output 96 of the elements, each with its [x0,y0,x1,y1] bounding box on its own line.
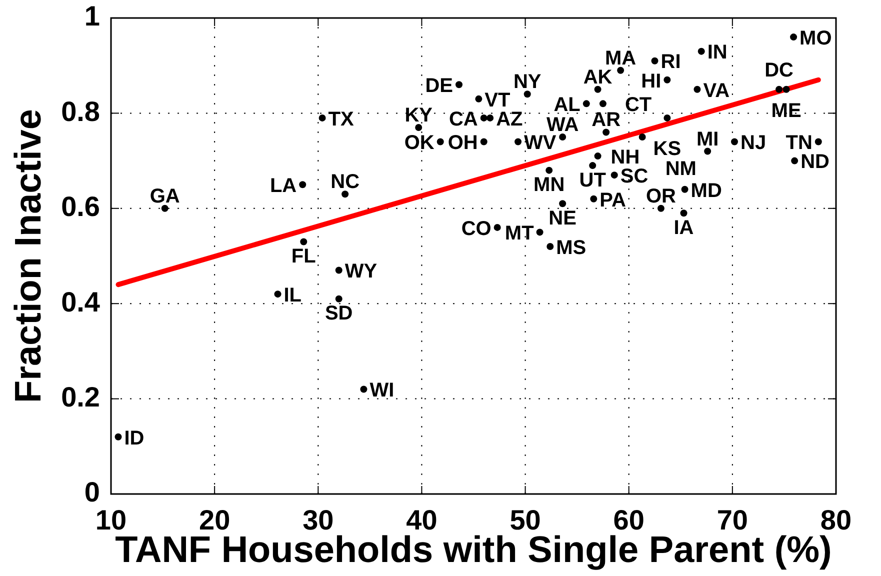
data-label: NY [513,71,542,94]
point [342,190,349,198]
data-label: ME [771,100,802,122]
data-label: NC [330,171,360,194]
point [436,138,444,146]
point [335,295,342,302]
point [486,114,494,122]
point [664,76,671,84]
data-label: MN [534,174,565,196]
data-label: CT [624,94,652,116]
point [546,166,553,174]
data-label: WI [370,380,394,402]
data-label: KS [653,138,682,160]
point [114,433,122,440]
point [599,100,606,108]
point [602,128,610,136]
data-label: GA [150,185,180,208]
point [651,57,658,64]
point [161,204,168,212]
point [610,172,618,179]
data-label: TX [328,108,355,130]
data-label: OR [646,185,677,208]
point [318,114,326,122]
point [790,34,798,41]
point [480,114,488,122]
data-label: AR [592,109,622,132]
point [681,186,688,193]
y-tick-label: 0.8 [61,96,100,127]
data-label: OK [404,132,435,154]
point [582,100,590,108]
point [536,228,544,236]
point [475,95,482,102]
data-label: CO [461,218,492,240]
point [494,224,501,231]
point [335,266,342,274]
data-label: SD [324,302,353,325]
y-axis-title: Fraction Inactive [7,108,48,404]
data-label: HI [641,70,662,92]
data-label: UT [579,169,606,192]
y-tick-label: 1 [84,0,100,32]
data-label: VA [703,80,730,102]
data-label: IA [674,216,694,239]
point [480,138,488,146]
data-label: MD [690,180,722,202]
point [546,242,554,250]
point [594,152,602,160]
data-label: DE [425,75,454,98]
data-label: KY [404,104,434,126]
point [594,86,602,93]
data-label: WY [344,260,378,283]
point [360,386,368,393]
point [694,86,701,93]
point [589,162,596,170]
point [782,86,790,93]
point [299,181,306,188]
data-label: AL [554,94,580,116]
data-label: NM [665,158,696,180]
point [590,195,598,202]
point [617,66,624,74]
point [415,124,422,131]
data-label: PA [600,189,626,212]
data-label: IN [707,42,728,64]
y-tick-label: 0.2 [61,382,100,413]
data-label: LA [270,175,297,197]
point [698,48,705,55]
point [559,200,566,208]
y-tick-label: 0.6 [61,191,100,222]
point [731,138,738,146]
data-label: MT [504,222,534,245]
data-label: OH [448,132,478,154]
data-label: MS [556,236,586,259]
point [638,134,646,140]
data-label: CA [448,108,478,130]
point [514,138,522,146]
data-label: ID [124,427,144,450]
point [274,290,282,298]
point [814,138,822,146]
point [704,148,712,155]
point [776,86,783,93]
y-tick-label: 0.4 [61,286,100,318]
point [559,134,566,140]
data-label: MO [800,27,832,50]
point [300,238,308,246]
data-label: IL [284,284,302,306]
point [791,157,798,164]
point [664,114,671,122]
point [657,204,664,212]
data-label: MI [696,128,719,150]
point [680,210,688,217]
data-label: DC [764,59,794,82]
data-label: NE [548,207,576,230]
point [524,90,531,98]
data-label: NJ [740,132,766,154]
data-label: FL [291,246,316,268]
data-label: RI [660,51,681,74]
point [456,81,462,88]
